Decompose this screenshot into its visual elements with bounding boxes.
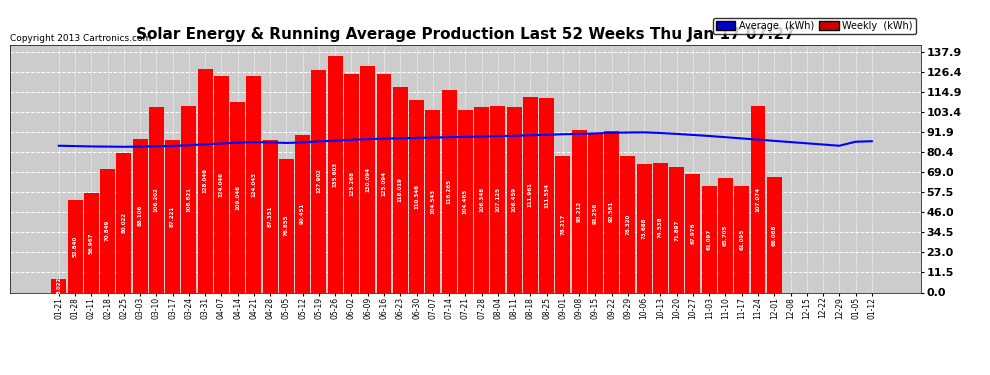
Text: 78.320: 78.320 <box>626 214 631 235</box>
Bar <box>750 106 765 292</box>
Text: 76.855: 76.855 <box>284 215 289 236</box>
Text: 87.351: 87.351 <box>267 206 272 227</box>
Text: 93.212: 93.212 <box>576 201 582 222</box>
Bar <box>148 107 163 292</box>
Text: 70.849: 70.849 <box>105 220 110 242</box>
Bar <box>262 140 277 292</box>
Bar <box>571 130 587 292</box>
Text: 73.688: 73.688 <box>642 217 646 239</box>
Bar <box>328 56 343 292</box>
Bar <box>555 156 570 292</box>
Text: 106.459: 106.459 <box>512 187 517 212</box>
Text: 124.046: 124.046 <box>219 172 224 197</box>
Bar <box>702 186 717 292</box>
Text: 80.022: 80.022 <box>122 212 127 233</box>
Bar <box>637 164 651 292</box>
Bar <box>247 76 261 292</box>
Bar <box>507 107 522 292</box>
Text: 135.603: 135.603 <box>333 162 338 187</box>
Text: 52.840: 52.840 <box>72 236 77 257</box>
Text: 111.534: 111.534 <box>544 183 549 208</box>
Text: 116.265: 116.265 <box>446 178 451 204</box>
Bar <box>117 153 132 292</box>
Text: 8.022: 8.022 <box>56 277 61 294</box>
Text: 104.543: 104.543 <box>431 189 436 214</box>
Text: 110.346: 110.346 <box>414 184 419 209</box>
Bar <box>588 134 603 292</box>
Bar <box>718 178 733 292</box>
Text: 106.348: 106.348 <box>479 187 484 212</box>
Bar <box>198 69 213 292</box>
Text: 106.202: 106.202 <box>153 188 158 212</box>
Text: 65.705: 65.705 <box>723 225 728 246</box>
Text: 74.538: 74.538 <box>658 217 663 238</box>
Text: 66.088: 66.088 <box>772 224 777 246</box>
Text: 124.043: 124.043 <box>251 172 256 197</box>
Bar <box>474 107 489 292</box>
Bar <box>409 100 424 292</box>
Text: 111.961: 111.961 <box>528 183 533 207</box>
Bar <box>230 102 246 292</box>
Text: 107.074: 107.074 <box>755 187 760 211</box>
Bar <box>621 156 636 292</box>
Bar <box>51 279 66 292</box>
Text: 106.821: 106.821 <box>186 187 191 212</box>
Bar <box>490 106 505 292</box>
Text: 67.976: 67.976 <box>690 222 695 244</box>
Bar <box>540 98 554 292</box>
Bar <box>67 200 82 292</box>
Text: 91.256: 91.256 <box>593 202 598 223</box>
Title: Solar Energy & Running Average Production Last 52 Weeks Thu Jan 17 07:27: Solar Energy & Running Average Productio… <box>136 27 795 42</box>
Bar <box>523 98 538 292</box>
Bar <box>767 177 782 292</box>
Bar <box>344 74 359 292</box>
Text: 78.217: 78.217 <box>560 214 565 235</box>
Text: 104.465: 104.465 <box>462 189 468 214</box>
Text: 56.967: 56.967 <box>89 232 94 254</box>
Bar <box>133 139 148 292</box>
Bar <box>360 66 375 292</box>
Text: 125.268: 125.268 <box>348 171 354 196</box>
Bar <box>604 131 619 292</box>
Text: 61.097: 61.097 <box>707 229 712 250</box>
Bar <box>393 87 408 292</box>
Bar <box>457 110 473 292</box>
Text: 71.897: 71.897 <box>674 219 679 240</box>
Text: 130.094: 130.094 <box>365 166 370 192</box>
Text: 125.094: 125.094 <box>381 171 386 196</box>
Text: 109.046: 109.046 <box>236 185 241 210</box>
Text: 127.902: 127.902 <box>317 169 322 194</box>
Text: 107.125: 107.125 <box>495 187 500 211</box>
Bar <box>376 75 391 292</box>
Bar <box>653 163 668 292</box>
Bar <box>165 141 180 292</box>
Bar <box>100 169 115 292</box>
Bar <box>295 135 310 292</box>
Bar <box>442 90 456 292</box>
Text: 90.451: 90.451 <box>300 203 305 224</box>
Text: Copyright 2013 Cartronics.com: Copyright 2013 Cartronics.com <box>10 33 151 42</box>
Text: 92.561: 92.561 <box>609 201 614 222</box>
Legend: Average  (kWh), Weekly  (kWh): Average (kWh), Weekly (kWh) <box>713 18 916 33</box>
Bar <box>735 186 749 292</box>
Bar <box>312 70 327 292</box>
Bar <box>669 167 684 292</box>
Text: 88.106: 88.106 <box>138 205 143 226</box>
Text: 87.221: 87.221 <box>170 206 175 227</box>
Bar <box>426 110 441 292</box>
Text: 61.095: 61.095 <box>740 229 744 250</box>
Bar <box>214 76 229 292</box>
Bar <box>279 159 294 292</box>
Text: 128.046: 128.046 <box>203 168 208 194</box>
Text: 118.019: 118.019 <box>398 177 403 202</box>
Bar <box>685 174 701 292</box>
Bar <box>181 106 196 292</box>
Bar <box>84 193 99 292</box>
